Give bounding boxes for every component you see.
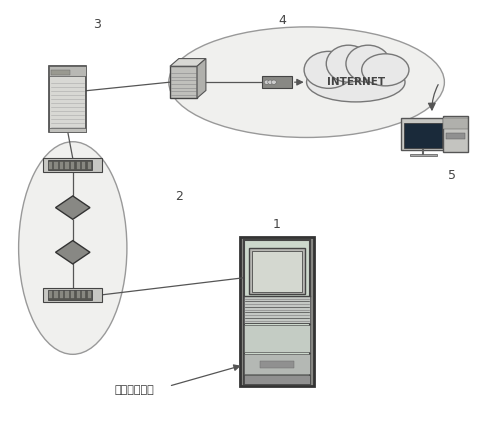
Bar — [240, 238, 314, 386]
Bar — [249, 248, 305, 294]
Bar — [260, 361, 294, 368]
Bar — [443, 116, 468, 152]
Text: 1: 1 — [273, 218, 281, 231]
Bar — [244, 325, 310, 352]
Bar — [262, 76, 292, 88]
Bar — [404, 123, 442, 148]
Bar — [48, 290, 92, 300]
Text: 5: 5 — [448, 169, 456, 182]
Bar — [65, 291, 69, 298]
Circle shape — [271, 80, 276, 84]
Bar — [43, 288, 102, 302]
Bar — [443, 118, 468, 128]
Bar — [88, 291, 91, 298]
Bar — [60, 291, 63, 298]
Bar — [71, 291, 74, 298]
Polygon shape — [55, 196, 90, 219]
Circle shape — [264, 80, 269, 84]
Bar — [71, 162, 74, 169]
Bar — [43, 158, 102, 172]
Circle shape — [268, 80, 273, 84]
Text: 现场振动数据: 现场振动数据 — [114, 386, 154, 395]
Bar — [54, 291, 58, 298]
Bar — [77, 162, 80, 169]
Bar — [82, 162, 86, 169]
Ellipse shape — [304, 51, 353, 88]
Polygon shape — [170, 59, 206, 66]
Bar — [50, 66, 86, 132]
Text: INTERNET: INTERNET — [327, 77, 385, 87]
Bar — [54, 162, 58, 169]
Bar — [401, 118, 446, 150]
Text: 2: 2 — [175, 190, 183, 203]
Bar — [244, 354, 310, 374]
Text: 3: 3 — [94, 18, 101, 31]
Bar — [252, 251, 302, 291]
Ellipse shape — [19, 142, 127, 354]
Ellipse shape — [306, 62, 405, 102]
Text: 4: 4 — [278, 14, 286, 27]
Ellipse shape — [362, 54, 409, 86]
Bar — [77, 291, 80, 298]
Bar — [49, 291, 52, 298]
Bar — [51, 70, 70, 74]
Bar — [82, 291, 86, 298]
Bar — [88, 162, 91, 169]
Bar — [65, 162, 69, 169]
Bar — [60, 162, 63, 169]
Ellipse shape — [346, 45, 390, 82]
Bar — [49, 162, 52, 169]
Ellipse shape — [169, 27, 445, 137]
Bar — [50, 66, 86, 76]
Polygon shape — [197, 59, 206, 98]
Bar — [50, 128, 86, 132]
Polygon shape — [55, 241, 90, 264]
Bar — [410, 154, 437, 156]
Bar — [244, 296, 310, 324]
Ellipse shape — [326, 45, 371, 82]
Bar — [244, 375, 310, 384]
Bar — [446, 133, 465, 140]
Bar — [48, 160, 92, 170]
Bar — [244, 240, 310, 384]
Bar — [170, 66, 197, 98]
